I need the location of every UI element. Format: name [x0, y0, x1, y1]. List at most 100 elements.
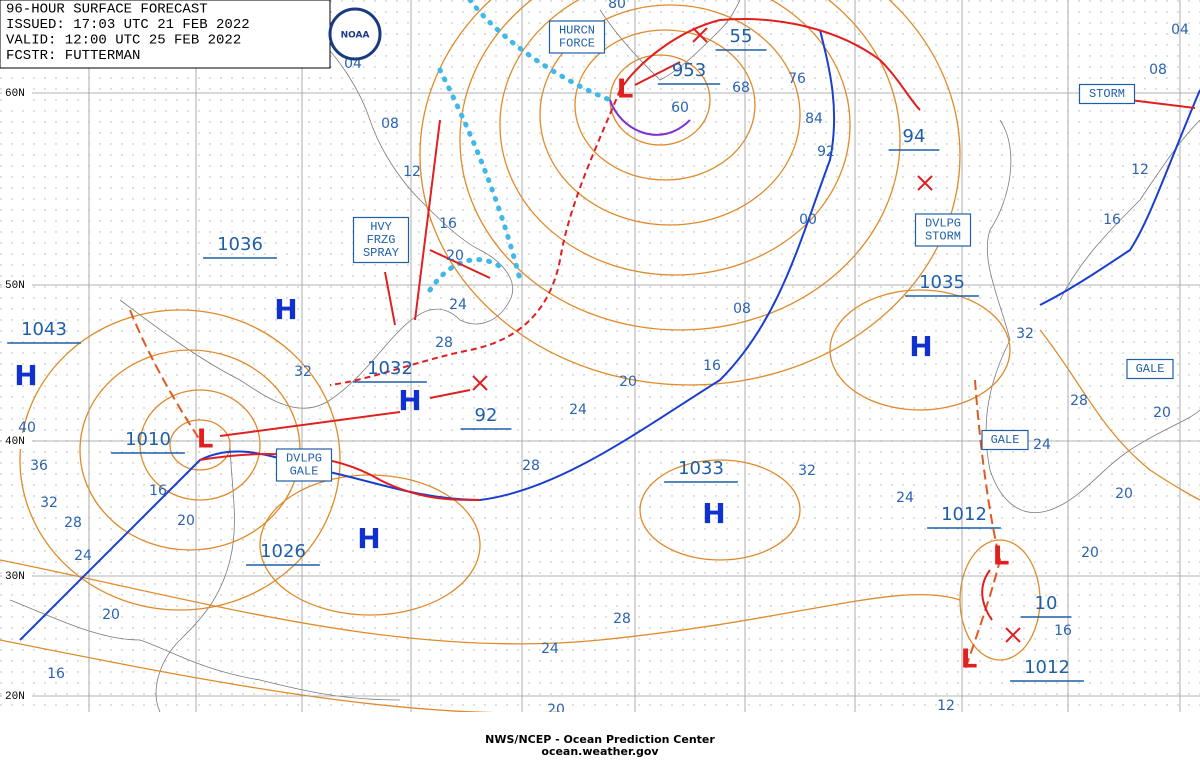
annotation-text: FORCE — [559, 37, 595, 51]
logo-text: NOAA — [341, 31, 370, 41]
lat-label-bg — [2, 433, 32, 449]
pressure-label: 1033 — [678, 458, 724, 479]
isobar-label: 24 — [569, 402, 587, 418]
isobar-label: 16 — [439, 216, 457, 232]
lat-label-bg — [2, 568, 32, 584]
low-center: L — [993, 542, 1010, 572]
pressure-label: 10 — [1035, 593, 1058, 614]
isobar-label: 24 — [896, 490, 914, 506]
lat-label-bg — [2, 688, 32, 704]
annotation-text: GALE — [991, 433, 1020, 447]
isobar-label: 32 — [40, 495, 58, 511]
pressure-label: 1010 — [125, 429, 171, 450]
footer-line: NWS/NCEP - Ocean Prediction Center — [485, 733, 715, 746]
header-line: 96-HOUR SURFACE FORECAST — [6, 2, 208, 18]
annotation-text: HVY — [370, 220, 392, 234]
isobar-label: 20 — [1153, 405, 1171, 421]
lat-label: 60N — [5, 88, 25, 100]
isobar-label: 20 — [102, 607, 120, 623]
isobar-label: 40 — [18, 420, 36, 436]
high-center: H — [357, 522, 380, 555]
isobar-label: 08 — [733, 301, 751, 317]
annotation-text: FRZG — [367, 233, 396, 247]
logo — [328, 7, 382, 61]
isobar-label: 76 — [788, 71, 806, 87]
pressure-label: 94 — [903, 126, 926, 147]
isobar-label: 60 — [671, 100, 689, 116]
isobar-label: 32 — [798, 463, 816, 479]
isobar-label: 16 — [1103, 212, 1121, 228]
footer-line: ocean.weather.gov — [541, 745, 659, 758]
isobar-label: 28 — [64, 515, 82, 531]
annotation-text: STORM — [1089, 87, 1125, 101]
pressure-label: 953 — [672, 60, 706, 81]
lat-label: 40N — [5, 436, 25, 448]
isobar-label: 28 — [522, 458, 540, 474]
footer: NWS/NCEP - Ocean Prediction Centerocean.… — [485, 733, 715, 758]
isobar-label: 12 — [403, 164, 421, 180]
isobar-label: 28 — [435, 335, 453, 351]
high-center: H — [274, 293, 297, 326]
isobar-label: 24 — [74, 548, 92, 564]
lat-label-bg — [2, 85, 32, 101]
pressure-label: 1043 — [21, 319, 67, 340]
isobar-label: 16 — [1054, 623, 1072, 639]
isobar-label: 16 — [47, 666, 65, 682]
isobar-label: 24 — [1033, 437, 1051, 453]
lat-label: 50N — [5, 280, 25, 292]
isobar-label: 08 — [381, 116, 399, 132]
lat-label: 30N — [5, 571, 25, 583]
storm-centers-x — [472, 27, 1021, 643]
low-center: L — [961, 645, 978, 675]
pressure-label: 55 — [730, 26, 753, 47]
annotation-box — [981, 429, 1029, 451]
isobar-label: 28 — [613, 611, 631, 627]
header-box — [0, 0, 331, 69]
pressure-label: 1032 — [367, 358, 413, 379]
pressure-label: 1035 — [919, 272, 965, 293]
annotation-text: HURCN — [559, 24, 595, 38]
isobar-label: 84 — [805, 111, 823, 127]
annotation-box — [548, 20, 606, 54]
high-center: H — [909, 330, 932, 363]
pressure-label: 1012 — [1024, 657, 1070, 678]
pressure-label: 1026 — [260, 541, 306, 562]
coastlines — [9, 0, 1200, 713]
isobar-label: 92 — [817, 144, 835, 160]
fronts — [19, 0, 1200, 671]
annotation-box — [1126, 358, 1174, 380]
isobar-label: 68 — [732, 80, 750, 96]
motion-arrows — [219, 61, 1196, 621]
isobar-label: 36 — [30, 458, 48, 474]
isobar-label: 12 — [937, 698, 955, 714]
pressure-label: 1036 — [217, 234, 263, 255]
isobar-label: 24 — [449, 297, 467, 313]
annotation-text: GALE — [1136, 362, 1165, 376]
isobar-label: 20 — [1081, 545, 1099, 561]
lat-label: 20N — [5, 691, 25, 703]
high-center: H — [398, 384, 421, 417]
map-labels: 80 04 08 12 16 20 24 28 32 60 68 76 84 92 00 08 16 20 24 28… — [7, 0, 1189, 718]
high-center: H — [14, 359, 37, 392]
header-line: VALID: 12:00 UTC 25 FEB 2022 — [6, 33, 241, 49]
annotation-text: STORM — [925, 230, 961, 244]
annotation-box — [914, 213, 972, 247]
footer-band — [0, 712, 1200, 764]
isobar-label: 20 — [619, 374, 637, 390]
isobar-label: 12 — [1131, 162, 1149, 178]
annotation-box — [1078, 83, 1136, 105]
isobar-label: 04 — [1171, 22, 1189, 38]
isobar-label: 24 — [541, 641, 559, 657]
isobar-label: 28 — [1070, 393, 1088, 409]
lat-label-bg — [2, 277, 32, 293]
low-center: L — [617, 75, 634, 105]
pressure-label: 92 — [475, 405, 498, 426]
annotation-text: DVLPG — [286, 452, 322, 466]
low-center: L — [197, 425, 214, 455]
map-background — [0, 0, 1200, 712]
isobar-label: 08 — [1149, 62, 1167, 78]
header-line: ISSUED: 17:03 UTC 21 FEB 2022 — [6, 17, 250, 33]
isobar-label: 80 — [608, 0, 626, 12]
